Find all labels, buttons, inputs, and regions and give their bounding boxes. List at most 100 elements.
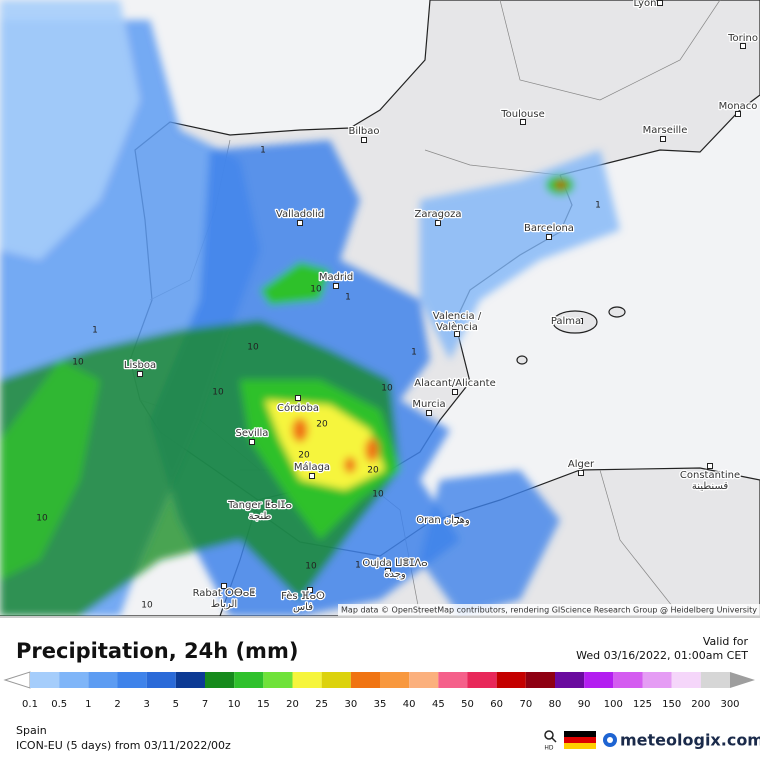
legend-tick-label: 150 — [662, 699, 681, 710]
flag-black — [564, 731, 596, 737]
contour-label: 20 — [367, 466, 379, 476]
city-marker — [453, 517, 459, 523]
legend-tick-label: 100 — [604, 699, 623, 710]
legend-tick-label: 125 — [633, 699, 652, 710]
legend-swatch — [175, 672, 205, 688]
city-label: Valladolid — [276, 209, 324, 220]
city-label: Constantine — [680, 470, 740, 481]
legend-tick-label: 25 — [315, 699, 328, 710]
contour-label: 10 — [141, 601, 153, 611]
city-label: Zaragoza — [414, 209, 461, 220]
city-marker — [454, 331, 460, 337]
legend-tick-label: 90 — [578, 699, 591, 710]
legend-tick-label: 60 — [490, 699, 503, 710]
city-marker — [221, 583, 227, 589]
valid-time: Wed 03/16/2022, 01:00am CET — [576, 649, 748, 662]
city-marker — [707, 463, 713, 469]
contour-label: 1 — [345, 293, 351, 303]
contour-label: 10 — [310, 285, 322, 295]
legend-tick-label: 1 — [85, 699, 91, 710]
logo-icon-inner — [607, 737, 613, 743]
legend-swatch — [292, 672, 322, 688]
flag-gold — [564, 743, 596, 749]
city-marker — [435, 220, 441, 226]
legend-tick-label: 80 — [549, 699, 562, 710]
city-label: Palma — [551, 316, 581, 327]
legend-swatch — [642, 672, 672, 688]
city-marker — [297, 220, 303, 226]
city-label: Alger — [568, 459, 595, 470]
legend-swatch — [409, 672, 439, 688]
hd-label: HD — [544, 745, 554, 752]
contour-label: 10 — [72, 358, 84, 368]
city-label: Oujda ⵡⴻⵊⴷⴰ — [362, 558, 427, 569]
city-label: Toulouse — [500, 109, 544, 120]
city-label: Oran وهران — [416, 515, 470, 526]
legend-tick-label: 3 — [143, 699, 149, 710]
city-marker — [657, 0, 663, 6]
city-label: Rabat ⵔⴱⴰⵟ — [193, 588, 256, 599]
city-labels: Lyon Torino Monaco Toulouse Marseille Bilbao V… — [123, 0, 759, 614]
legend: 0.1 0.5 1 2 3 5 7 10 15 20 25 30 35 40 45 50 60 70 80 90 100… — [22, 672, 755, 710]
contour-label: 20 — [316, 420, 328, 430]
legend-tick-label: 200 — [691, 699, 710, 710]
city-label: طنجة — [249, 511, 272, 522]
contour-label: 1 — [411, 348, 417, 358]
legend-tick-label: 2 — [114, 699, 120, 710]
city-label: Tanger ⵟⴰⵏⵊⴰ — [227, 500, 292, 511]
legend-swatch — [117, 672, 147, 688]
zoom-icon-handle — [551, 737, 557, 743]
legend-tick-label: 300 — [720, 699, 739, 710]
legend-tick-label: 70 — [519, 699, 532, 710]
city-label: Monaco — [719, 101, 758, 112]
legend-tick-label: 7 — [202, 699, 208, 710]
city-label: Bilbao — [348, 126, 379, 137]
region: Spain — [16, 724, 47, 737]
brand[interactable]: meteologix.com — [620, 731, 760, 750]
zoom-icon[interactable] — [544, 730, 554, 740]
city-label: قسنطينة — [692, 481, 729, 492]
valid-label: Valid for — [703, 635, 749, 648]
city-marker — [577, 318, 583, 324]
title: Precipitation, 24h (mm) — [16, 639, 298, 663]
city-marker — [333, 283, 339, 289]
city-marker — [295, 395, 301, 401]
city-label: Fès ⴼⴰⵙ — [281, 590, 325, 602]
legend-tick-label: 0.1 — [22, 699, 38, 710]
legend-swatch — [613, 672, 643, 688]
contour-label: 10 — [212, 388, 224, 398]
city-marker — [735, 111, 741, 117]
model-run: ICON-EU (5 days) from 03/11/2022/00z — [16, 739, 231, 752]
city-marker — [267, 502, 273, 508]
city-marker — [385, 568, 391, 574]
contour-label: 20 — [298, 451, 310, 461]
city-label: València — [436, 321, 478, 333]
city-label: Torino — [727, 33, 758, 44]
legend-tick-label: 10 — [228, 699, 241, 710]
contour-label: 1 — [595, 201, 601, 211]
legend-swatch — [350, 672, 380, 688]
city-marker — [307, 587, 313, 593]
city-label: الرباط — [211, 599, 237, 610]
legend-arrow-low — [3, 671, 31, 689]
legend-swatch — [30, 672, 60, 688]
city-marker — [578, 470, 584, 476]
legend-arrow-high — [730, 672, 755, 688]
legend-swatch — [467, 672, 497, 688]
legend-swatch — [438, 672, 468, 688]
legend-swatch — [205, 672, 235, 688]
legend-tick-label: 35 — [374, 699, 387, 710]
city-marker — [452, 389, 458, 395]
legend-tick-label: 30 — [344, 699, 357, 710]
attribution-bg — [338, 604, 760, 616]
legend-swatch — [584, 672, 614, 688]
city-label: فاس — [293, 602, 313, 613]
city-label: Lisboa — [124, 360, 156, 371]
contour-label: 1 — [355, 561, 361, 571]
city-label: Alacant/Alicante — [414, 378, 495, 389]
legend-swatch — [380, 672, 410, 688]
city-marker — [309, 473, 315, 479]
flag-red — [564, 737, 596, 743]
legend-tick-label: 50 — [461, 699, 474, 710]
